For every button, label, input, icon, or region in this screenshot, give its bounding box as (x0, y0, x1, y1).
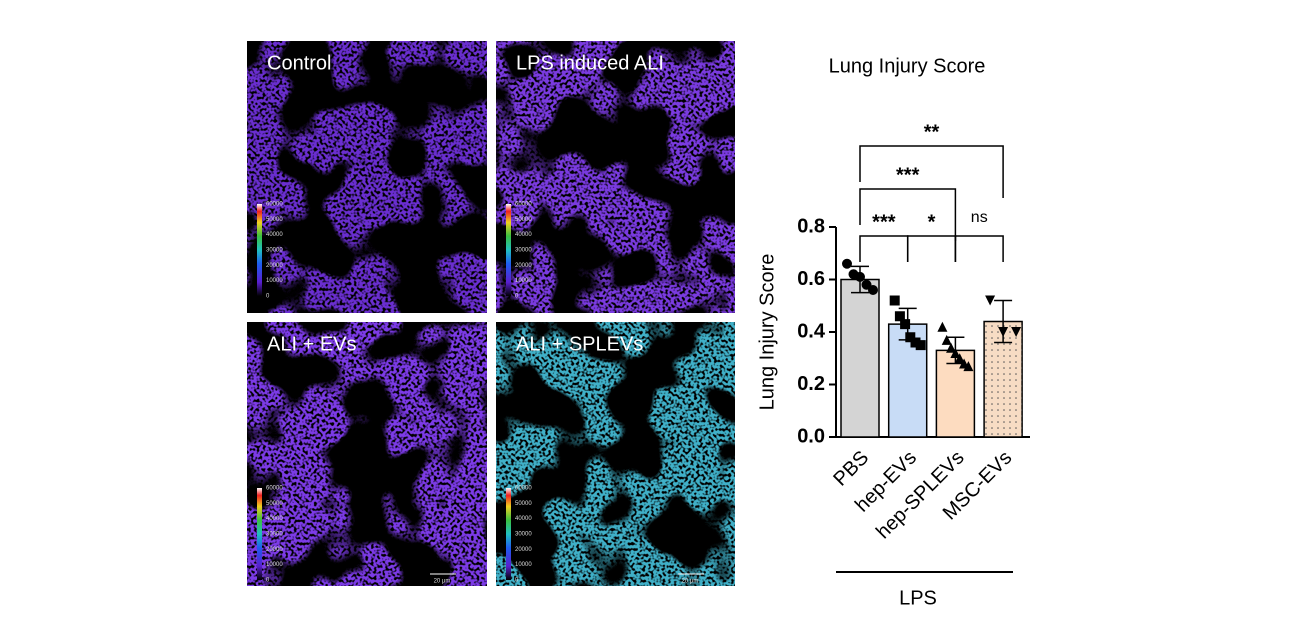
panel-label: ALI + EVs (267, 333, 357, 355)
data-point (963, 361, 974, 372)
x-tick-label: PBS (829, 447, 873, 491)
y-tick-label: 0.6 (797, 268, 825, 290)
colorbar-tick-label: 50000 (266, 217, 283, 223)
data-point (941, 334, 952, 345)
colorbar-tick-label: 0 (515, 294, 519, 300)
colorbar-tick-label: 40000 (515, 232, 532, 238)
data-point (910, 337, 921, 348)
colorbar-tick-label: 20000 (266, 547, 283, 553)
data-point (915, 340, 926, 351)
colorbar-tick-label: 10000 (266, 278, 283, 284)
colorbar-tick-label: 20000 (515, 547, 532, 553)
significance-label: * (928, 211, 936, 233)
colorbar-tick-label: 60000 (515, 202, 532, 208)
colorbar-tick-label: 50000 (515, 501, 532, 507)
colorbar (257, 204, 262, 296)
colorbar (257, 488, 262, 580)
colorbar-tick-label: 30000 (266, 248, 283, 254)
data-point (1011, 327, 1022, 337)
colorbar-tick-label: 60000 (266, 486, 283, 492)
y-tick-label: 0.4 (797, 320, 826, 342)
significance-label: ns (971, 209, 988, 226)
y-tick-label: 0.0 (797, 425, 825, 447)
colorbar-tick-label: 50000 (266, 501, 283, 507)
data-point (985, 295, 996, 306)
panel-label: LPS induced ALI (516, 52, 664, 74)
data-point (946, 342, 957, 353)
colorbar-tick-label: 30000 (515, 248, 532, 254)
data-point (889, 295, 900, 306)
significance-label: *** (872, 211, 896, 233)
panel-texture (247, 322, 487, 586)
y-axis-label: Lung Injury Score (756, 254, 778, 411)
colorbar-tick-label: 0 (266, 578, 270, 584)
chart-title: Lung Injury Score (829, 55, 986, 77)
data-point (905, 332, 916, 343)
colorbar (506, 204, 511, 296)
scale-bar-label: 20 μm (434, 579, 451, 585)
significance-bracket (859, 235, 909, 262)
colorbar-tick-label: 50000 (515, 217, 532, 223)
panel-label: ALI + SPLEVs (516, 333, 643, 355)
y-tick-label: 0.8 (797, 215, 825, 237)
significance-bracket (906, 235, 957, 262)
group-label: LPS (899, 587, 937, 609)
y-tick-label: 0.2 (797, 373, 825, 395)
colorbar-tick-label: 40000 (266, 516, 283, 522)
scale-bar-label: 20 μm (682, 579, 699, 585)
colorbar-tick-label: 0 (266, 294, 270, 300)
colorbar-tick-label: 30000 (515, 532, 532, 538)
colorbar-tick-label: 20000 (266, 263, 283, 269)
data-point (894, 311, 905, 322)
colorbar-tick-label: 30000 (266, 532, 283, 538)
data-point (900, 319, 911, 330)
data-point (842, 258, 852, 269)
colorbar-tick-label: 40000 (266, 232, 283, 238)
data-point (998, 327, 1009, 337)
bar (840, 278, 880, 438)
panel-texture (496, 322, 735, 586)
data-point (950, 348, 961, 358)
significance-bracket (859, 145, 1004, 198)
colorbar-tick-label: 0 (515, 578, 519, 584)
panel-texture (496, 41, 735, 313)
colorbar-tick-label: 40000 (515, 516, 532, 522)
colorbar-tick-label: 60000 (515, 486, 532, 492)
colorbar-tick-label: 10000 (515, 278, 532, 284)
significance-label: ** (924, 121, 940, 143)
significance-label: *** (896, 164, 920, 186)
colorbar (506, 488, 511, 580)
colorbar-tick-label: 20000 (515, 263, 532, 269)
significance-bracket (859, 188, 957, 241)
data-point (954, 353, 965, 364)
colorbar-tick-label: 10000 (266, 562, 283, 568)
data-point (868, 285, 878, 295)
panel-label: Control (267, 52, 331, 74)
panel-texture (247, 41, 487, 313)
data-point (937, 321, 948, 332)
data-point (855, 271, 865, 282)
colorbar-tick-label: 10000 (515, 562, 532, 568)
significance-bracket (954, 235, 1004, 262)
colorbar-tick-label: 60000 (266, 202, 283, 208)
